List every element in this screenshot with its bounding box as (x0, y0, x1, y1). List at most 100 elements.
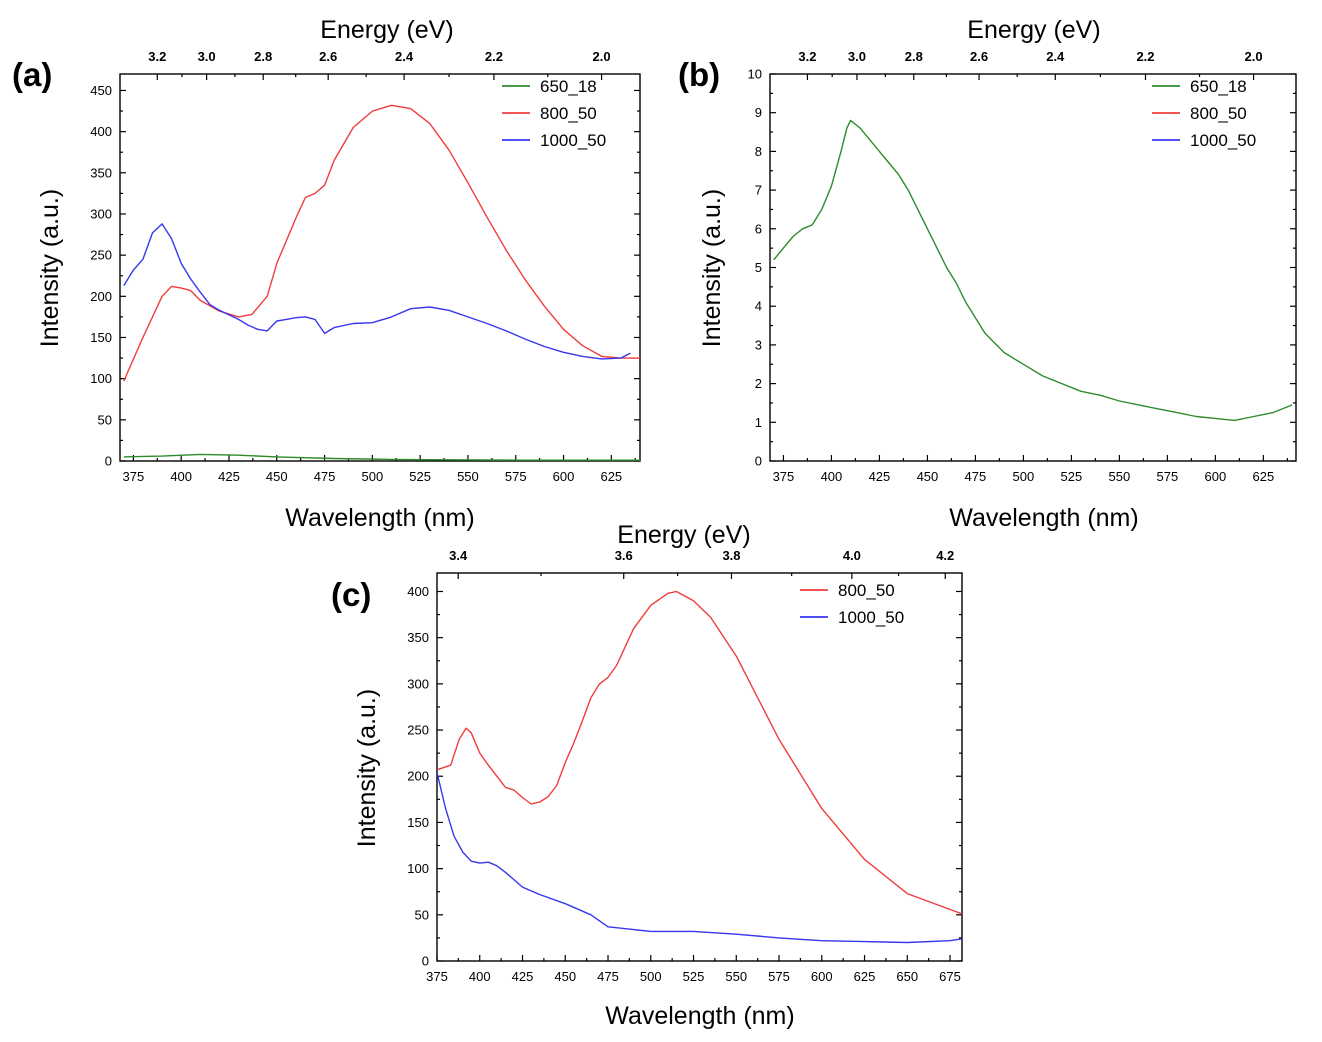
y-tick-label: 250 (90, 248, 112, 263)
legend-entry: 800_50 (540, 104, 597, 123)
legend-entry: 1000_50 (838, 608, 904, 627)
y-tick-label: 8 (755, 144, 762, 159)
x-tick-label: 425 (218, 469, 240, 484)
y-tick-label: 400 (407, 584, 429, 599)
x-tick-label: 425 (869, 469, 891, 484)
x-tick-label: 525 (1061, 469, 1083, 484)
legend-entry: 650_18 (540, 77, 597, 96)
top-tick-label: 2.2 (485, 49, 503, 64)
top-axis-title: Energy (eV) (617, 521, 750, 549)
y-tick-label: 6 (755, 221, 762, 236)
top-tick-label: 3.2 (798, 49, 816, 64)
panel-label: (c) (331, 576, 371, 613)
x-tick-label: 525 (409, 469, 431, 484)
top-tick-label: 3.0 (848, 49, 866, 64)
x-tick-label: 500 (640, 969, 662, 984)
y-tick-label: 400 (90, 124, 112, 139)
series-line-1000_50 (437, 772, 962, 944)
y-tick-label: 100 (90, 371, 112, 386)
x-tick-label: 450 (266, 469, 288, 484)
x-tick-label: 475 (314, 469, 336, 484)
legend-entry: 800_50 (1190, 104, 1247, 123)
x-tick-label: 600 (1205, 469, 1227, 484)
y-axis-title: Intensity (a.u.) (698, 189, 726, 347)
top-tick-label: 4.0 (843, 548, 861, 563)
x-tick-label: 400 (821, 469, 843, 484)
legend-entry: 1000_50 (1190, 131, 1256, 150)
top-tick-label: 2.0 (593, 49, 611, 64)
x-tick-label: 575 (505, 469, 527, 484)
legend-entry: 1000_50 (540, 131, 606, 150)
x-tick-label: 425 (512, 969, 534, 984)
y-tick-label: 50 (415, 907, 429, 922)
y-tick-label: 100 (407, 861, 429, 876)
y-tick-label: 0 (105, 454, 112, 469)
x-tick-label: 500 (362, 469, 384, 484)
panel-a: 375 400 425 450 475 500 525 550 575 600 625 0 50 100 1… (12, 16, 641, 532)
x-tick-label: 375 (426, 969, 448, 984)
y-tick-label: 0 (755, 454, 762, 469)
panel-label: (a) (12, 56, 52, 93)
x-tick-label: 450 (554, 969, 576, 984)
top-tick-label: 4.2 (936, 548, 954, 563)
top-tick-label: 3.4 (449, 548, 468, 563)
y-tick-label: 7 (755, 183, 762, 198)
y-tick-label: 200 (90, 289, 112, 304)
y-axis-title: Intensity (a.u.) (353, 689, 381, 847)
x-tick-label: 525 (683, 969, 705, 984)
y-tick-label: 300 (407, 676, 429, 691)
panel-label: (b) (678, 56, 720, 93)
top-tick-label: 3.6 (615, 548, 633, 563)
plot-frame (436, 572, 963, 962)
y-tick-label: 5 (755, 260, 762, 275)
plot-frame (119, 73, 641, 462)
x-tick-label: 625 (1253, 469, 1275, 484)
x-tick-label: 575 (768, 969, 790, 984)
x-tick-label: 600 (553, 469, 575, 484)
y-tick-label: 1 (755, 415, 762, 430)
x-tick-label: 475 (965, 469, 987, 484)
top-tick-label: 2.4 (395, 49, 414, 64)
y-tick-label: 2 (755, 376, 762, 391)
y-tick-label: 3 (755, 337, 762, 352)
top-axis-title: Energy (eV) (967, 16, 1100, 44)
x-tick-label: 600 (811, 969, 833, 984)
x-tick-label: 375 (123, 469, 145, 484)
y-tick-label: 50 (98, 412, 112, 427)
y-tick-label: 350 (90, 165, 112, 180)
series-line-800_50 (123, 104, 640, 382)
y-tick-label: 200 (407, 769, 429, 784)
x-tick-label: 575 (1157, 469, 1179, 484)
x-tick-label: 625 (854, 969, 876, 984)
x-tick-label: 550 (457, 469, 479, 484)
x-tick-label: 400 (170, 469, 192, 484)
y-tick-label: 300 (90, 206, 112, 221)
y-tick-label: 0 (422, 954, 429, 969)
x-tick-label: 375 (773, 469, 795, 484)
x-tick-label: 550 (1109, 469, 1131, 484)
series-line-800_50 (437, 590, 962, 915)
y-tick-label: 150 (407, 815, 429, 830)
x-axis-title: Wavelength (nm) (605, 1002, 794, 1030)
x-tick-label: 400 (469, 969, 491, 984)
series-line-650_18 (773, 119, 1293, 422)
y-tick-label: 150 (90, 330, 112, 345)
y-tick-label: 450 (90, 83, 112, 98)
top-axis-title: Energy (eV) (320, 16, 453, 44)
x-tick-label: 650 (896, 969, 918, 984)
y-tick-label: 10 (748, 67, 762, 82)
top-tick-label: 2.2 (1136, 49, 1154, 64)
top-tick-label: 2.6 (970, 49, 988, 64)
y-tick-label: 4 (755, 299, 762, 314)
top-tick-label: 2.0 (1245, 49, 1263, 64)
y-tick-label: 250 (407, 723, 429, 738)
legend-entry: 800_50 (838, 581, 895, 600)
series-line-1000_50 (123, 223, 631, 360)
top-tick-label: 2.6 (319, 49, 337, 64)
x-tick-label: 550 (725, 969, 747, 984)
x-tick-label: 625 (600, 469, 622, 484)
panel-b: 375 400 425 450 475 500 525 550 575 600 625 0 1 2 3 4 5 6… (678, 16, 1297, 532)
x-axis-title: Wavelength (nm) (285, 504, 474, 532)
x-tick-label: 475 (597, 969, 619, 984)
